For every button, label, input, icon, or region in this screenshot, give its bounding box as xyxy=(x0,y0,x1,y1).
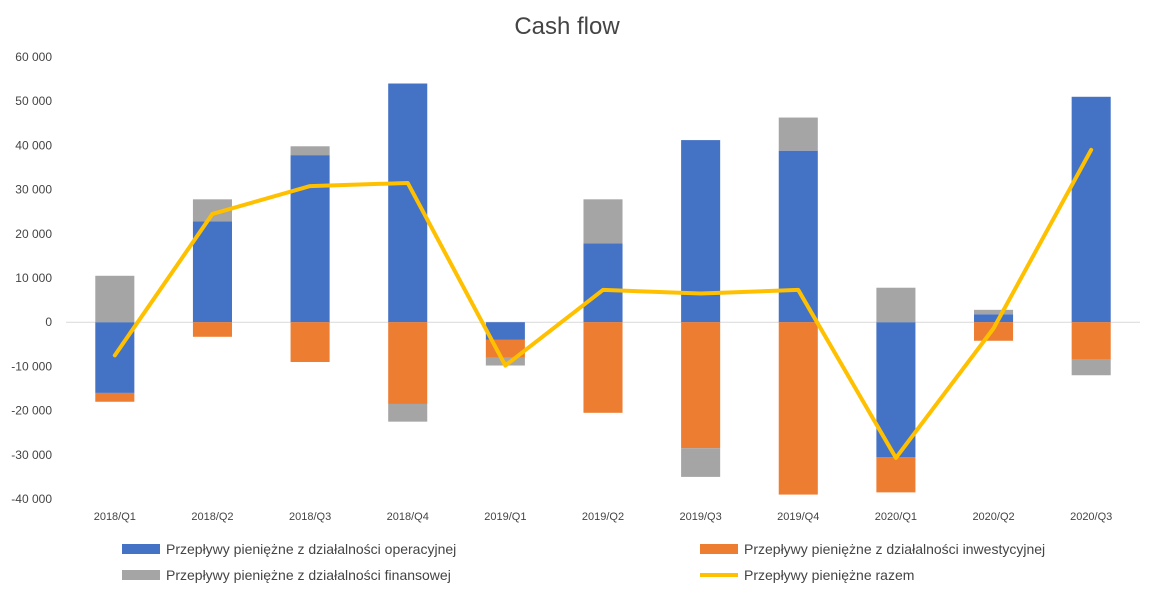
y-tick-label: 0 xyxy=(45,315,52,329)
bar-series-2 xyxy=(192,322,232,337)
x-axis: 2018/Q1 2018/Q2 2018/Q3 2018/Q4 2019/Q1 2019/… xyxy=(94,511,1113,523)
x-tick-label: 2019/Q2 xyxy=(582,511,624,523)
x-tick-label: 2019/Q4 xyxy=(777,511,819,523)
y-tick-label: 20 000 xyxy=(15,227,52,241)
bar-series-2 xyxy=(95,392,135,402)
bar-series-2 xyxy=(778,322,818,495)
legend-label: Przepływy pieniężne razem xyxy=(744,567,914,583)
bar-series-3 xyxy=(583,199,623,244)
legend: Przepływy pieniężne z działalności opera… xyxy=(122,541,1045,583)
y-tick-label: 60 000 xyxy=(15,50,52,64)
bar-series-1 xyxy=(192,221,232,323)
x-tick-label: 2019/Q3 xyxy=(680,511,722,523)
x-tick-label: 2018/Q1 xyxy=(94,511,136,523)
bar-series-3 xyxy=(1071,359,1111,376)
bar-series-3 xyxy=(388,403,428,422)
y-tick-label: -30 000 xyxy=(11,448,52,462)
bar-series-3 xyxy=(290,146,330,156)
x-tick-label: 2020/Q3 xyxy=(1070,511,1112,523)
x-tick-label: 2020/Q2 xyxy=(972,511,1014,523)
bar-series-1 xyxy=(1071,96,1111,323)
chart-title: Cash flow xyxy=(514,13,620,40)
bar-series-3 xyxy=(95,275,135,323)
x-tick-label: 2018/Q3 xyxy=(289,511,331,523)
bar-series-3 xyxy=(778,117,818,151)
x-tick-label: 2019/Q1 xyxy=(484,511,526,523)
legend-swatch xyxy=(122,570,160,580)
bar-series-2 xyxy=(1071,322,1111,360)
legend-label: Przepływy pieniężne z działalności inwes… xyxy=(744,541,1045,557)
bar-series-3 xyxy=(681,448,721,477)
line-layer xyxy=(112,147,1094,460)
y-tick-label: -20 000 xyxy=(11,404,52,418)
bar-series-1 xyxy=(974,314,1014,323)
bar-series-3 xyxy=(876,287,916,323)
bar-series-1 xyxy=(388,83,428,323)
bar-series-2 xyxy=(290,322,330,362)
legend-label: Przepływy pieniężne z działalności finan… xyxy=(166,567,451,583)
bar-series-1 xyxy=(485,322,525,340)
bar-series-2 xyxy=(388,322,428,404)
bar-layer xyxy=(95,83,1111,495)
y-tick-label: 10 000 xyxy=(15,271,52,285)
bar-series-1 xyxy=(583,243,623,323)
y-tick-label: 30 000 xyxy=(15,183,52,197)
y-tick-label: -10 000 xyxy=(11,359,52,373)
bar-series-1 xyxy=(778,150,818,323)
legend-swatch xyxy=(700,544,738,554)
x-tick-label: 2020/Q1 xyxy=(875,511,917,523)
y-tick-label: -40 000 xyxy=(11,492,52,506)
bar-series-3 xyxy=(192,199,232,222)
y-tick-label: 40 000 xyxy=(15,138,52,152)
y-tick-label: 50 000 xyxy=(15,94,52,108)
bar-series-1 xyxy=(290,155,330,323)
x-tick-label: 2018/Q4 xyxy=(387,511,429,523)
legend-swatch xyxy=(122,544,160,554)
legend-label: Przepływy pieniężne z działalności opera… xyxy=(166,541,456,557)
bar-series-2 xyxy=(583,322,623,413)
y-axis: 60 000 50 000 40 000 30 000 20 000 10 000 0 -10… xyxy=(11,50,52,506)
bar-series-2 xyxy=(681,322,721,449)
bar-series-2 xyxy=(876,457,916,493)
x-tick-label: 2018/Q2 xyxy=(191,511,233,523)
bar-series-3 xyxy=(974,309,1014,315)
